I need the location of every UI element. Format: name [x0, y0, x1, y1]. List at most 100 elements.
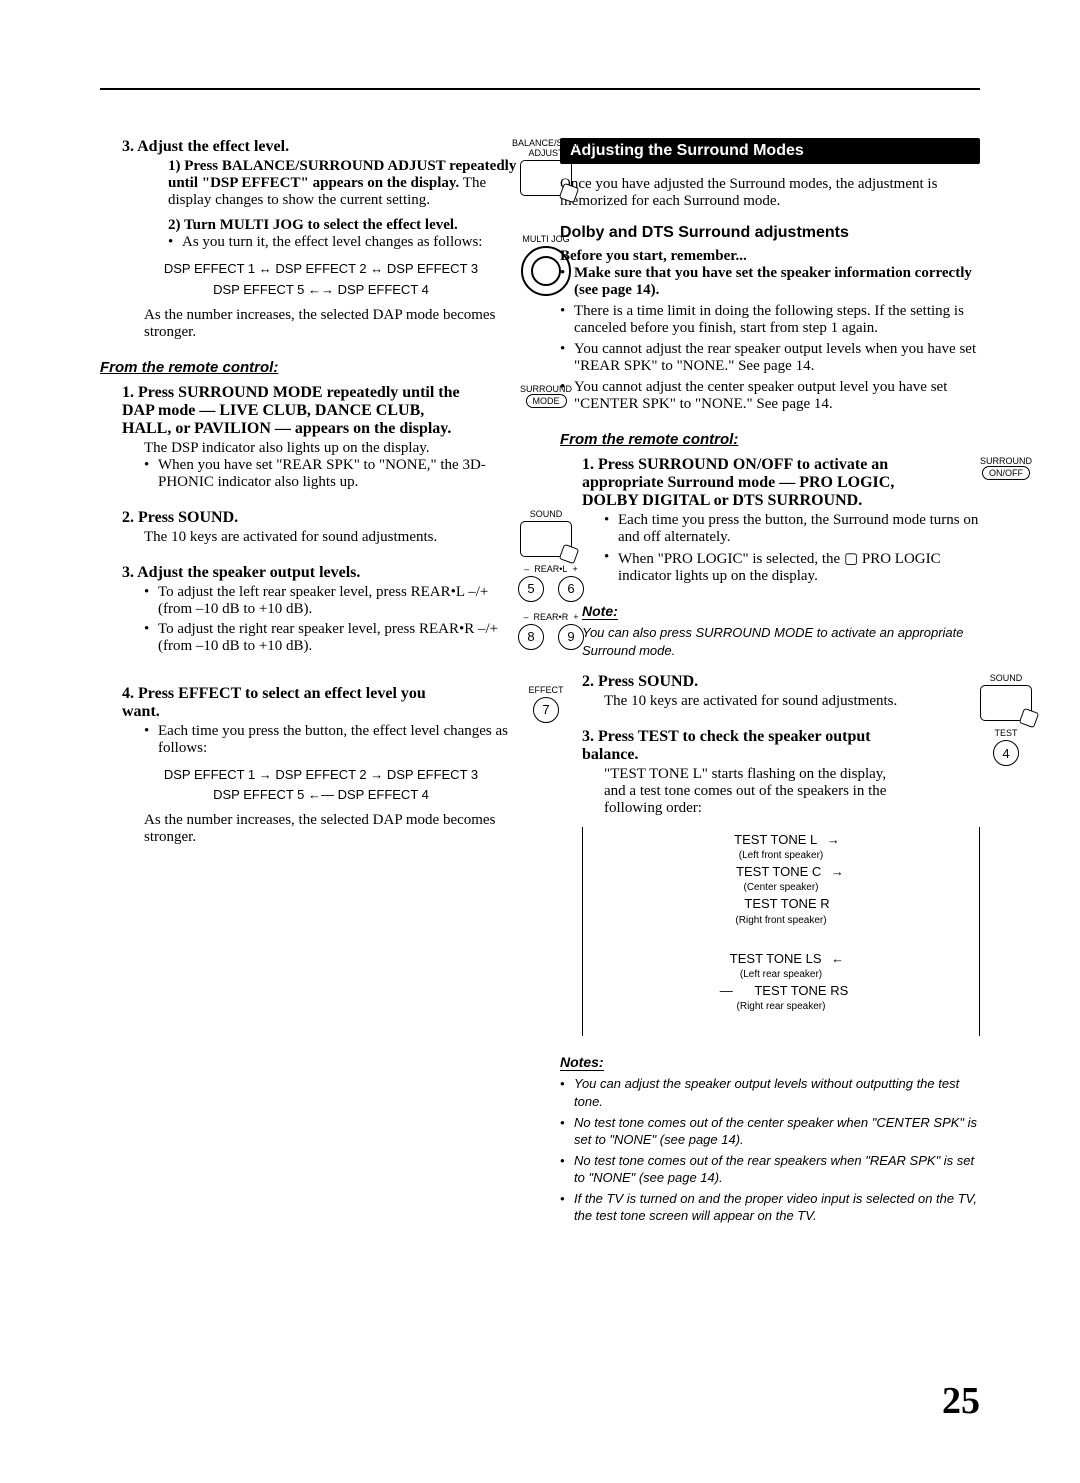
tt-rs-desc: (Right rear speaker)	[587, 1000, 975, 1014]
subsection-heading: Dolby and DTS Surround adjustments	[560, 224, 980, 242]
before-start: Before you start, remember...	[560, 248, 980, 265]
step-3-effect-level: 3. Adjust the effect level. 1) Press BAL…	[100, 138, 520, 341]
step-text: The 10 keys are activated for sound adju…	[604, 693, 980, 710]
bullet-list: Each time you press the button, the Surr…	[604, 512, 980, 585]
icon-label: BALANCE/SURROUND	[512, 138, 580, 148]
surround-onoff-icon: SURROUND ON/OFF	[972, 456, 1040, 480]
step-title: 1. Press SURROUND MODE repeatedly until …	[122, 384, 520, 438]
button-icon	[980, 685, 1032, 721]
step-text: The DSP indicator also lights up on the …	[144, 440, 520, 457]
key-5: 5	[518, 576, 544, 602]
key-4: 4	[993, 740, 1019, 766]
tt-ls: TEST TONE LS	[730, 951, 822, 966]
step-text: The 10 keys are activated for sound adju…	[144, 529, 520, 546]
balance-surround-adjust-icon: BALANCE/SURROUND ADJUST	[512, 138, 580, 198]
note-item: No test tone comes out of the rear speak…	[560, 1152, 980, 1187]
dsp-effect-flow: DSP EFFECT 1 ↔ DSP EFFECT 2 ↔ DSP EFFECT…	[122, 259, 520, 301]
tt-l: TEST TONE L	[734, 832, 817, 847]
flow-line-2: DSP EFFECT 5 ←→ DSP EFFECT 4	[122, 280, 520, 301]
remote-control-header: From the remote control:	[560, 431, 980, 448]
bullet: You cannot adjust the center speaker out…	[560, 379, 980, 413]
section-heading: Adjusting the Surround Modes	[560, 138, 980, 164]
step-title: 3. Adjust the effect level.	[122, 138, 520, 156]
substep-2: 2) Turn MULTI JOG to select the effect l…	[144, 217, 520, 251]
step-text: "TEST TONE L" starts flashing on the dis…	[604, 766, 980, 817]
tt-rs: TEST TONE RS	[754, 983, 848, 998]
rear-r-label: REAR•R	[534, 612, 569, 622]
step-title: 2. Press SOUND.	[582, 673, 980, 691]
step-title: 2. Press SOUND.	[122, 509, 520, 527]
manual-page: 3. Adjust the effect level. 1) Press BAL…	[0, 0, 1080, 1268]
onoff-button-icon: ON/OFF	[982, 466, 1030, 480]
remote-step-1: 1. Press SURROUND MODE repeatedly until …	[100, 384, 520, 491]
substep-1: 1) Press BALANCE/SURROUND ADJUST repeate…	[144, 158, 520, 209]
two-column-layout: 3. Adjust the effect level. 1) Press BAL…	[100, 138, 980, 1228]
bullet: To adjust the right rear speaker level, …	[144, 621, 520, 655]
test-tone-flow: TEST TONE L →(Left front speaker) TEST T…	[582, 827, 980, 1036]
before-list: Make sure that you have set the speaker …	[560, 265, 980, 413]
step-title: 3. Adjust the speaker output levels.	[122, 564, 520, 582]
notes-block: Notes: You can adjust the speaker output…	[560, 1054, 980, 1224]
bullet: There is a time limit in doing the follo…	[560, 303, 980, 337]
after-text: As the number increases, the selected DA…	[144, 812, 520, 846]
step-title: 4. Press EFFECT to select an effect leve…	[122, 685, 520, 721]
after-text: As the number increases, the selected DA…	[144, 307, 520, 341]
notes-list: You can adjust the speaker output levels…	[560, 1075, 980, 1224]
icon-label: ADJUST	[512, 148, 580, 158]
key-9: 9	[558, 624, 584, 650]
step-title: 1. Press SURROUND ON/OFF to activate an …	[582, 456, 980, 510]
bullet: Each time you press the button, the effe…	[144, 723, 520, 757]
step-title: 3. Press TEST to check the speaker outpu…	[582, 728, 980, 764]
icon-label: MULTI JOG	[512, 234, 580, 244]
tt-ls-desc: (Left rear speaker)	[587, 968, 975, 982]
key-8: 8	[518, 624, 544, 650]
tt-r-desc: (Right front speaker)	[587, 914, 975, 928]
note-block: Note: You can also press SURROUND MODE t…	[582, 603, 980, 659]
bullet: Make sure that you have set the speaker …	[560, 265, 980, 299]
remote-control-header: From the remote control:	[100, 359, 520, 376]
right-step-1: 1. Press SURROUND ON/OFF to activate an …	[560, 456, 980, 585]
tt-c-desc: (Center speaker)	[587, 881, 975, 895]
right-step-2: 2. Press SOUND. The 10 keys are activate…	[560, 673, 980, 710]
note-item: No test tone comes out of the center spe…	[560, 1114, 980, 1149]
icon-label: SURROUND	[972, 456, 1040, 466]
bullet-list: As you turn it, the effect level changes…	[168, 234, 520, 251]
icon-label: TEST	[972, 728, 1040, 738]
notes-header: Notes:	[560, 1054, 604, 1071]
bullet-list: When you have set "REAR SPK" to "NONE," …	[144, 457, 520, 491]
tt-l-desc: (Left front speaker)	[587, 849, 975, 863]
bullet: When "PRO LOGIC" is selected, the ▢ PRO …	[604, 549, 980, 585]
note-item: If the TV is turned on and the proper vi…	[560, 1190, 980, 1225]
right-step-3: 3. Press TEST to check the speaker outpu…	[560, 728, 980, 1036]
dsp-effect-flow: DSP EFFECT 1 → DSP EFFECT 2 → DSP EFFECT…	[122, 765, 520, 807]
bullet: You cannot adjust the rear speaker outpu…	[560, 341, 980, 375]
note-item: You can adjust the speaker output levels…	[560, 1075, 980, 1110]
tt-r: TEST TONE R	[744, 896, 829, 911]
top-rule	[100, 88, 980, 90]
flow-line-1: DSP EFFECT 1 → DSP EFFECT 2 → DSP EFFECT…	[122, 765, 520, 786]
icon-label: SOUND	[972, 673, 1040, 683]
bullet: To adjust the left rear speaker level, p…	[144, 584, 520, 618]
button-icon	[520, 160, 572, 196]
remote-step-2: 2. Press SOUND. The 10 keys are activate…	[100, 509, 520, 546]
left-column: 3. Adjust the effect level. 1) Press BAL…	[100, 138, 520, 1228]
bullet: As you turn it, the effect level changes…	[168, 234, 520, 251]
key-7: 7	[533, 697, 559, 723]
tt-c: TEST TONE C	[736, 864, 821, 879]
bullet-list: To adjust the left rear speaker level, p…	[144, 584, 520, 655]
substeps: 1) Press BALANCE/SURROUND ADJUST repeate…	[144, 158, 520, 251]
flow-line-1: DSP EFFECT 1 ↔ DSP EFFECT 2 ↔ DSP EFFECT…	[122, 259, 520, 280]
flow-line-2: DSP EFFECT 5 ←— DSP EFFECT 4	[122, 785, 520, 806]
note-body: You can also press SURROUND MODE to acti…	[582, 624, 980, 659]
remote-step-4: 4. Press EFFECT to select an effect leve…	[100, 685, 520, 847]
intro-text: Once you have adjusted the Surround mode…	[560, 176, 980, 210]
sound-button-icon: SOUND	[972, 673, 1040, 723]
page-number: 25	[942, 1379, 980, 1423]
remote-step-3: 3. Adjust the speaker output levels. To …	[100, 564, 520, 655]
bullet-list: Each time you press the button, the effe…	[144, 723, 520, 757]
test-key-icon: TEST 4	[972, 728, 1040, 768]
bullet: When you have set "REAR SPK" to "NONE," …	[144, 457, 520, 491]
bullet: Each time you press the button, the Surr…	[604, 512, 980, 546]
right-column: Adjusting the Surround Modes Once you ha…	[560, 138, 980, 1228]
substep-bold: 2) Turn MULTI JOG to select the effect l…	[168, 217, 458, 233]
